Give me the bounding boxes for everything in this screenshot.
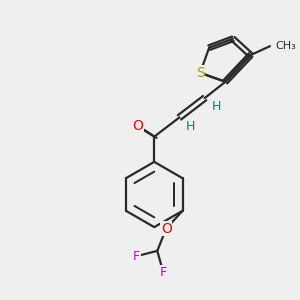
Text: O: O <box>133 119 143 133</box>
Text: S: S <box>196 66 205 80</box>
Text: F: F <box>133 250 140 263</box>
Text: CH₃: CH₃ <box>275 41 296 51</box>
Text: H: H <box>211 100 220 113</box>
Text: O: O <box>161 222 172 236</box>
Text: F: F <box>160 266 167 279</box>
Text: H: H <box>186 120 195 134</box>
